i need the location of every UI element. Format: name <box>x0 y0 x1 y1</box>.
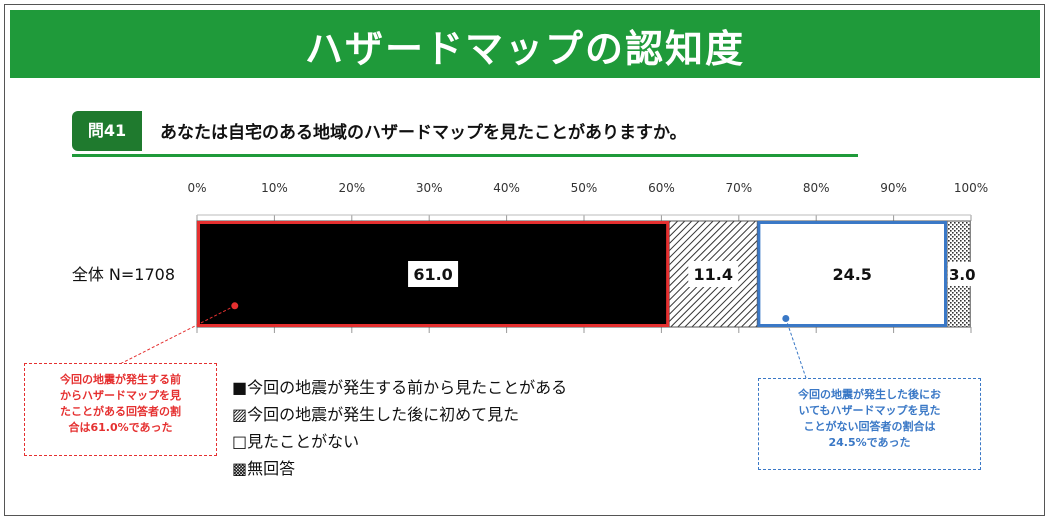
annotation-red-line: たことがある回答者の割 <box>60 405 181 418</box>
x-tick-label: 60% <box>648 181 675 195</box>
annotation-blue-line: 今回の地震が発生した後にお <box>798 388 941 401</box>
legend-label: ■今回の地震が発生する前から見たことがある <box>232 377 568 397</box>
legend-label: ▩無回答 <box>232 458 296 478</box>
legend-item: □見たことがない <box>232 426 567 453</box>
annotation-red-marker <box>231 302 239 310</box>
x-tick-label: 100% <box>954 181 988 195</box>
question-badge: 問41 <box>72 111 142 151</box>
data-label: 3.0 <box>949 266 976 284</box>
question-row: 問41 あなたは自宅のある地域のハザードマップを見たことがありますか。 <box>72 104 858 157</box>
annotation-red-line: からハザードマップを見 <box>60 389 181 402</box>
annotation-red-line: 今回の地震が発生する前 <box>60 373 181 386</box>
legend-item: ▨今回の地震が発生した後に初めて見た <box>232 399 567 426</box>
question-text: あなたは自宅のある地域のハザードマップを見たことがありますか。 <box>160 123 687 143</box>
x-tick-label: 20% <box>338 181 365 195</box>
question-underline <box>72 154 858 157</box>
legend-item: ■今回の地震が発生する前から見たことがある <box>232 372 567 399</box>
annotation-red-line: 合は61.0%であった <box>68 421 173 434</box>
x-tick-label: 70% <box>725 181 752 195</box>
legend-item: ▩無回答 <box>232 453 567 480</box>
annotation-blue-marker <box>782 315 790 323</box>
x-tick-label: 90% <box>880 181 907 195</box>
x-tick-label: 30% <box>416 181 443 195</box>
annotation-blue-connector <box>785 318 807 379</box>
data-label: 61.0 <box>413 265 452 284</box>
data-label-box <box>827 261 878 287</box>
data-label: 24.5 <box>832 265 871 284</box>
annotation-blue-line: いてもハザードマップを見た <box>798 404 941 417</box>
data-label-box <box>408 261 459 287</box>
annotation-red: 今回の地震が発生する前 からハザードマップを見 たことがある回答者の割 合は61… <box>24 363 217 456</box>
annotation-red-connector <box>119 305 235 365</box>
data-label-box <box>948 262 982 286</box>
legend-label: □見たことがない <box>232 431 360 451</box>
x-tick-label: 80% <box>803 181 830 195</box>
legend-label: ▨今回の地震が発生した後に初めて見た <box>232 404 520 424</box>
bar-highlight <box>757 221 948 327</box>
data-label: 11.4 <box>694 265 733 284</box>
chart-legend: ■今回の地震が発生する前から見たことがある ▨今回の地震が発生した後に初めて見た… <box>232 372 567 480</box>
annotation-blue-line: 24.5%であった <box>828 436 911 449</box>
header-bar: ハザードマップの認知度 <box>10 10 1040 78</box>
page-title: ハザードマップの認知度 <box>304 27 745 71</box>
x-tick-label: 0% <box>187 181 206 195</box>
data-label-box <box>688 261 739 287</box>
bar-highlight <box>197 221 670 327</box>
x-tick-label: 40% <box>493 181 520 195</box>
annotation-blue-line: ことがない回答者の割合は <box>803 420 936 433</box>
annotation-blue: 今回の地震が発生した後にお いてもハザードマップを見た ことがない回答者の割合は… <box>758 378 981 470</box>
x-tick-label: 10% <box>261 181 288 195</box>
category-label: 全体 N=1708 <box>72 265 175 284</box>
bar-segment <box>668 220 758 328</box>
x-tick-label: 50% <box>571 181 598 195</box>
